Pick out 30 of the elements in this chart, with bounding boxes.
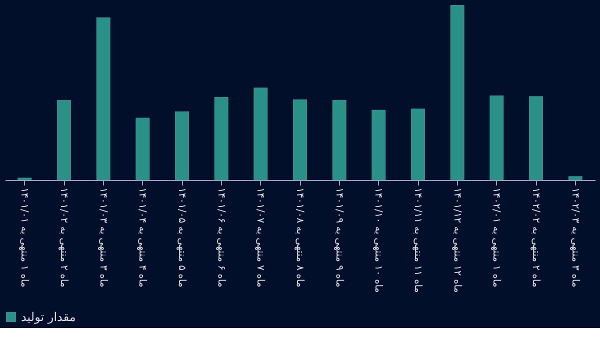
x-tick-label: ماه ۹ منتهی به ۱۴۰۱/۰۹ [333, 188, 344, 288]
x-tick-label: ماه ۱۰ منتهی به ۱۴۰۱/۱۰ [372, 188, 384, 293]
bar [411, 108, 425, 180]
bar [372, 110, 386, 180]
x-tick-label: ماه ۱ منتهی به ۱۴۰۲/۰۱ [490, 188, 502, 288]
bar [450, 5, 464, 180]
bar [57, 100, 71, 180]
x-tick-label: ماه ۱۱ منتهی به ۱۴۰۱/۱۱ [412, 188, 423, 293]
legend-label: مقدار تولید [21, 310, 76, 324]
bar [529, 96, 543, 180]
x-tick-label: ماه ۱۲ منتهی به ۱۴۰۱/۱۲ [451, 188, 462, 293]
x-tick-label: ماه ۲ منتهی به ۱۴۰۱/۰۲ [58, 188, 69, 288]
bar [254, 88, 268, 180]
x-tick-label: ماه ۴ منتهی به ۱۴۰۱/۰۴ [136, 188, 148, 288]
x-tick-label: ماه ۶ منتهی به ۱۴۰۱/۰۶ [215, 188, 226, 288]
bar [136, 118, 150, 180]
x-tick-label: ماه ۸ منتهی به ۱۴۰۱/۰۸ [294, 188, 305, 288]
bar [96, 17, 110, 180]
x-tick-label: ماه ۱ منتهی به ۱۴۰۱/۰۱ [18, 188, 30, 288]
x-tick-label: ماه ۵ منتهی به ۱۴۰۱/۰۵ [176, 188, 187, 288]
bar [293, 99, 307, 180]
bar [332, 100, 346, 180]
bar [490, 95, 504, 180]
x-tick-label: ماه ۷ منتهی به ۱۴۰۱/۰۷ [254, 188, 266, 288]
bar [175, 111, 189, 180]
x-tick-label: ماه ۲ منتهی به ۱۴۰۲/۰۲ [530, 188, 541, 288]
x-tick-label: ماه ۳ منتهی به ۱۴۰۱/۰۳ [97, 188, 108, 288]
x-tick-label: ماه ۳ منتهی به ۱۴۰۲/۰۳ [569, 188, 580, 288]
bar [568, 176, 582, 180]
bar [214, 97, 228, 180]
